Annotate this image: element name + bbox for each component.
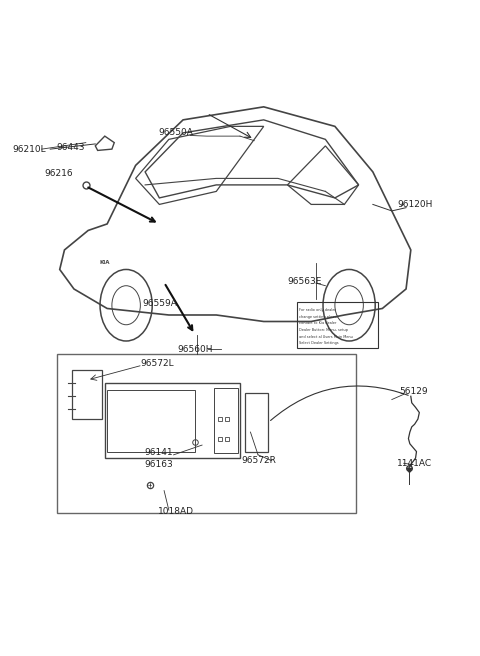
Bar — [297, 302, 378, 348]
Bar — [57, 354, 356, 514]
Text: 96550A: 96550A — [158, 129, 193, 137]
Text: KIA: KIA — [99, 260, 110, 266]
Text: Select Dealer Settings: Select Dealer Settings — [300, 341, 339, 345]
Text: 96141: 96141 — [144, 449, 173, 457]
Text: 96560H: 96560H — [177, 345, 213, 354]
Text: contact to Kia dealer: contact to Kia dealer — [300, 321, 336, 325]
Bar — [245, 393, 268, 451]
Text: change setting please: change setting please — [300, 315, 338, 319]
Bar — [105, 383, 240, 458]
Text: 96572R: 96572R — [241, 456, 276, 465]
Text: 96572L: 96572L — [140, 359, 174, 368]
Text: 96443: 96443 — [56, 143, 84, 152]
Text: For radio only dealer: For radio only dealer — [300, 308, 336, 312]
Text: 1018AD: 1018AD — [158, 507, 194, 516]
Text: 96563E: 96563E — [288, 277, 322, 285]
Text: 1141AC: 1141AC — [397, 459, 432, 468]
Text: 96120H: 96120H — [398, 200, 433, 209]
Bar — [107, 390, 195, 451]
Text: 96210L: 96210L — [12, 144, 46, 154]
Text: Dealer Button: Menu, setup: Dealer Button: Menu, setup — [300, 328, 348, 332]
Bar — [72, 370, 102, 419]
Text: and select al Users Main Menu: and select al Users Main Menu — [300, 335, 353, 338]
Text: 96216: 96216 — [45, 169, 73, 178]
Text: 96559A: 96559A — [143, 299, 178, 308]
Bar — [214, 388, 238, 453]
Text: 96163: 96163 — [144, 460, 173, 469]
Text: 56129: 56129 — [399, 387, 428, 396]
